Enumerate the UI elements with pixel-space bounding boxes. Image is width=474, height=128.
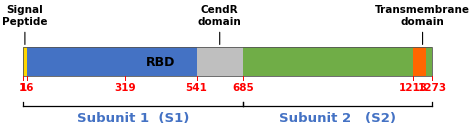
FancyBboxPatch shape — [23, 47, 27, 76]
Text: 319: 319 — [114, 83, 136, 93]
FancyBboxPatch shape — [426, 47, 432, 76]
Text: Transmembrane
domain: Transmembrane domain — [375, 5, 470, 44]
FancyBboxPatch shape — [197, 47, 243, 76]
Text: 1213: 1213 — [399, 83, 428, 93]
Text: 1: 1 — [19, 83, 26, 93]
FancyBboxPatch shape — [413, 47, 426, 76]
FancyBboxPatch shape — [27, 47, 125, 76]
Text: RBD: RBD — [146, 56, 175, 69]
Text: 541: 541 — [186, 83, 208, 93]
Text: Subunit 2   (S2): Subunit 2 (S2) — [279, 112, 396, 125]
FancyBboxPatch shape — [243, 47, 413, 76]
Text: 16: 16 — [20, 83, 35, 93]
Text: Subunit 1  (S1): Subunit 1 (S1) — [77, 112, 189, 125]
Text: 1273: 1273 — [418, 83, 447, 93]
FancyBboxPatch shape — [125, 47, 197, 76]
Text: Signal
Peptide: Signal Peptide — [2, 5, 48, 44]
Text: CendR
domain: CendR domain — [198, 5, 242, 44]
Text: 685: 685 — [232, 83, 254, 93]
